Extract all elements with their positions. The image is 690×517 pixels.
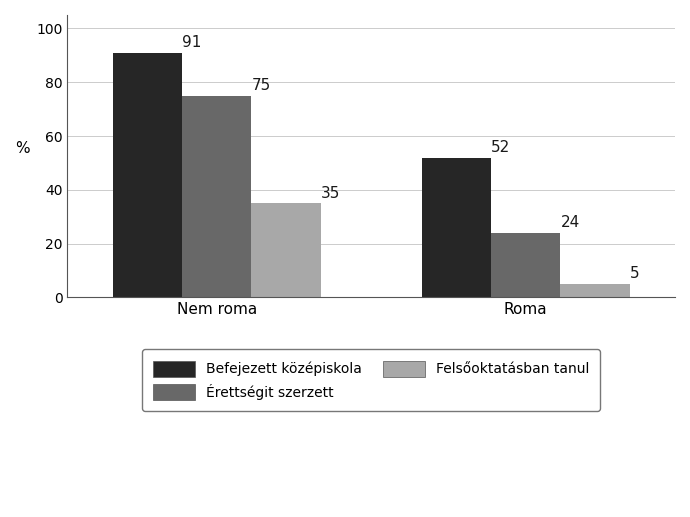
Legend: Befejezett középiskola, Érettségit szerzett, Felsőoktatásban tanul: Befejezett középiskola, Érettségit szerz… <box>142 349 600 411</box>
Bar <box>491 233 560 297</box>
Text: 52: 52 <box>491 140 511 155</box>
Bar <box>560 284 630 297</box>
Bar <box>112 53 182 297</box>
Text: 91: 91 <box>182 35 201 50</box>
Text: 5: 5 <box>630 266 640 281</box>
Text: 35: 35 <box>321 186 340 201</box>
Bar <box>182 96 251 297</box>
Y-axis label: %: % <box>15 141 30 156</box>
Text: 75: 75 <box>251 78 270 93</box>
Bar <box>251 203 321 297</box>
Text: 24: 24 <box>560 215 580 230</box>
Bar <box>422 158 491 297</box>
